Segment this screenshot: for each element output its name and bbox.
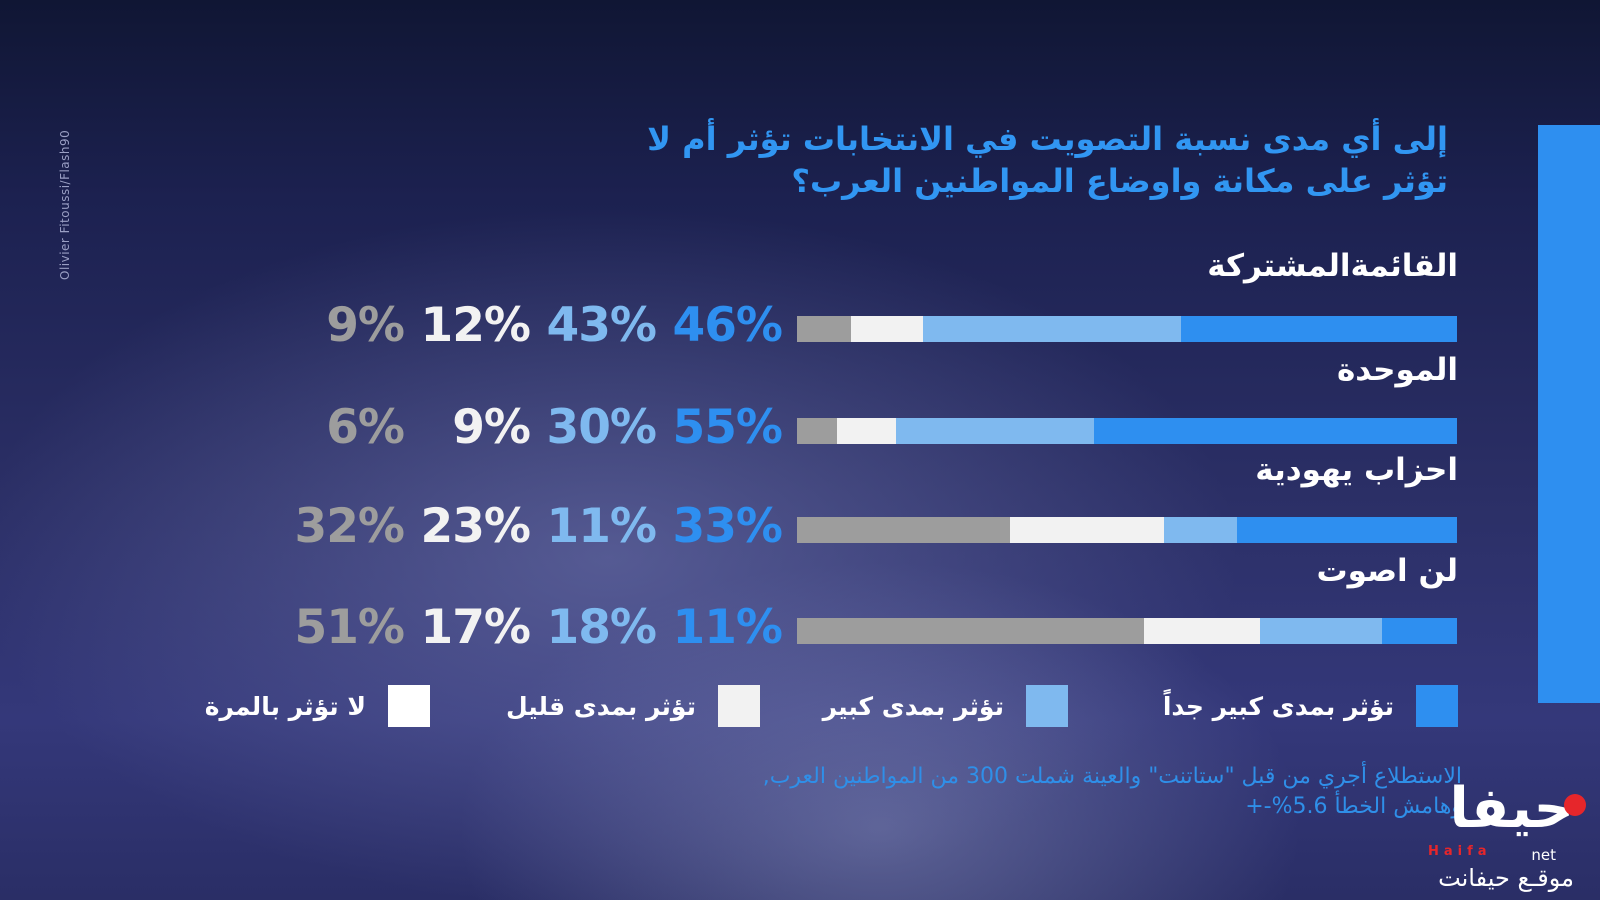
- group-label: القائمةالمشتركة: [1207, 248, 1458, 284]
- legend-item: لا تؤثر بالمرة: [205, 685, 430, 727]
- group-label: لن اصوت: [1316, 553, 1459, 589]
- bar-segment: [1382, 618, 1457, 644]
- bar-segment: [1144, 618, 1260, 644]
- legend-item: تؤثر بمدى كبير: [823, 685, 1068, 727]
- bar-segment: [896, 418, 1094, 444]
- logo-red-dot: [1564, 794, 1586, 816]
- percent-label: 11%: [546, 499, 658, 554]
- legend-swatch: [1416, 685, 1458, 727]
- survey-note: الاستطلاع أجري من قبل "ستاتنت" والعينة ش…: [762, 764, 1462, 819]
- accent-side-bar: [1538, 125, 1600, 703]
- photo-credit: Olivier Fitoussi/Flash90: [58, 129, 72, 280]
- stacked-bar: [797, 618, 1457, 644]
- bar-segment: [836, 418, 896, 444]
- legend-label: تؤثر بمدى قليل: [505, 691, 696, 721]
- chart-title: إلى أي مدى نسبة التصويت في الانتخابات تؤ…: [647, 120, 1448, 200]
- legend-swatch: [718, 685, 760, 727]
- percent-label: 12%: [420, 298, 532, 353]
- logo-main-text: حيفا: [1449, 776, 1574, 841]
- legend-label: لا تؤثر بالمرة: [204, 691, 366, 721]
- percent-label: 32%: [294, 499, 406, 554]
- percent-label: 17%: [420, 600, 532, 655]
- bar-segment: [923, 316, 1181, 342]
- bar-segment: [1163, 517, 1237, 543]
- group-label: الموحدة: [1336, 352, 1458, 388]
- bar-segment: [797, 418, 837, 444]
- logo-subtitle: موقـع حيفانت: [1438, 864, 1574, 892]
- logo-latin-text: Haifa: [1428, 844, 1492, 859]
- percent-label: 30%: [546, 400, 658, 455]
- legend-swatch: [1026, 685, 1068, 727]
- percent-label: 18%: [546, 600, 658, 655]
- group-label: احزاب يهودية: [1255, 452, 1458, 488]
- stacked-bar: [797, 517, 1457, 543]
- percent-label: 9%: [326, 298, 405, 353]
- percent-label: 55%: [672, 400, 784, 455]
- bar-segment: [797, 316, 851, 342]
- percent-label: 33%: [672, 499, 784, 554]
- bar-segment: [1181, 316, 1457, 342]
- bar-segment: [797, 618, 1145, 644]
- percent-label: 11%: [672, 600, 784, 655]
- stacked-bar: [797, 316, 1457, 342]
- percent-label: 9%: [452, 400, 531, 455]
- haifa-net-logo: حيفا Haifa net موقـع حيفانت: [1400, 772, 1588, 892]
- bar-segment: [851, 316, 923, 342]
- legend-swatch: [388, 685, 430, 727]
- percent-label: 23%: [420, 499, 532, 554]
- bar-segment: [1010, 517, 1164, 543]
- logo-net-text: net: [1531, 846, 1556, 864]
- percent-label: 6%: [326, 400, 405, 455]
- legend-item: تؤثر بمدى كبير جداً: [1163, 685, 1458, 727]
- legend-label: تؤثر بمدى كبير جداً: [1162, 691, 1394, 721]
- bar-segment: [1094, 418, 1457, 444]
- percent-label: 43%: [546, 298, 658, 353]
- bar-segment: [1237, 517, 1457, 543]
- bar-segment: [797, 517, 1011, 543]
- percent-label: 46%: [672, 298, 784, 353]
- legend-label: تؤثر بمدى كبير: [822, 691, 1004, 721]
- percent-label: 51%: [294, 600, 406, 655]
- stacked-bar: [797, 418, 1457, 444]
- bar-segment: [1259, 618, 1383, 644]
- legend-item: تؤثر بمدى قليل: [506, 685, 760, 727]
